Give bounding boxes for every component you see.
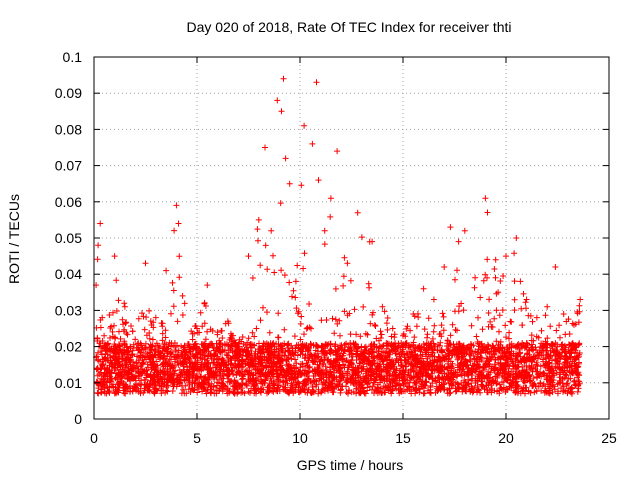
roti-plus-markers [93,75,584,397]
x-axis-label: GPS time / hours [297,457,404,473]
y-tick-label: 0.01 [55,375,82,391]
y-axis-label: ROTI / TECUs [6,194,22,284]
data-points [93,75,584,397]
y-tick-label: 0.07 [55,158,82,174]
x-tick-label: 5 [193,430,201,446]
x-tick-label: 0 [90,430,98,446]
axis-ticks [93,56,610,420]
y-tick-label: 0.02 [55,339,82,355]
chart-title: Day 020 of 2018, Rate Of TEC Index for r… [186,19,511,35]
y-tick-labels: 0 0.01 0.02 0.03 0.04 0.05 0.06 0.07 0.08 0.09 0.1 [55,49,82,427]
y-tick-label: 0.1 [63,49,83,65]
y-tick-label: 0 [74,411,82,427]
y-tick-label: 0.05 [55,230,82,246]
x-tick-label: 15 [395,430,411,446]
y-tick-label: 0.09 [55,85,82,101]
y-tick-label: 0.08 [55,121,82,137]
x-tick-label: 20 [498,430,514,446]
y-tick-label: 0.06 [55,194,82,210]
y-tick-label: 0.04 [55,266,82,282]
x-tick-label: 25 [601,430,617,446]
grid-lines [94,57,609,419]
y-tick-label: 0.03 [55,302,82,318]
x-tick-labels: 0 5 10 15 20 25 [90,430,617,446]
x-tick-label: 10 [292,430,308,446]
